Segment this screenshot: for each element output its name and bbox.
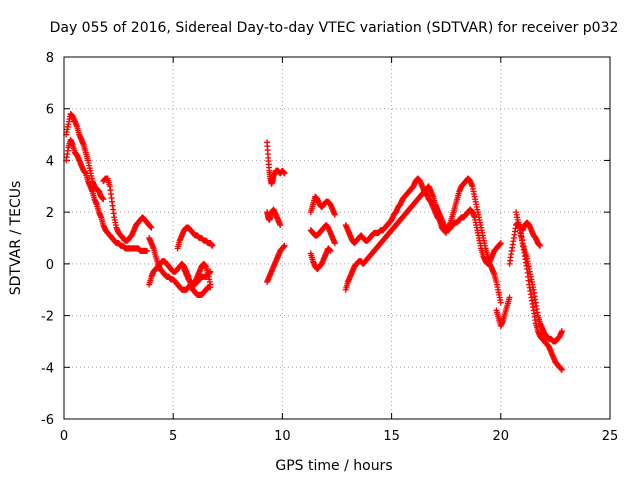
data-point bbox=[281, 242, 288, 249]
series-arc-g bbox=[181, 260, 214, 288]
series-arc-o bbox=[342, 188, 428, 293]
data-point bbox=[143, 247, 150, 254]
series-arc-j bbox=[264, 242, 288, 285]
x-tick-label: 0 bbox=[60, 429, 68, 444]
data-point bbox=[497, 299, 504, 306]
series-arc-q bbox=[432, 201, 504, 267]
y-tick-label: 6 bbox=[46, 103, 54, 118]
series-arc-l bbox=[307, 222, 338, 247]
y-tick-label: -2 bbox=[41, 310, 54, 325]
y-tick-label: 8 bbox=[46, 51, 54, 66]
y-axis-label: SDTVAR / TECUs bbox=[8, 181, 24, 296]
series-arc-c bbox=[100, 175, 155, 244]
x-tick-label: 25 bbox=[602, 429, 619, 444]
series-arc-r bbox=[493, 294, 513, 329]
series-arc-b bbox=[63, 136, 150, 254]
grid-lines bbox=[64, 57, 610, 419]
series-arc-i bbox=[264, 206, 284, 229]
axis-ticks: 0 5 10 15 20 25 -6 -4 -2 0 2 4 6 8 bbox=[41, 51, 618, 444]
data-point bbox=[558, 366, 565, 373]
y-tick-label: 2 bbox=[46, 206, 54, 221]
x-axis-label: GPS time / hours bbox=[275, 458, 392, 474]
series-arc-m bbox=[307, 245, 334, 273]
series-arc-f bbox=[174, 224, 216, 252]
data-point bbox=[537, 242, 544, 249]
x-tick-label: 10 bbox=[274, 429, 291, 444]
y-tick-label: 0 bbox=[46, 258, 54, 273]
x-tick-label: 5 bbox=[169, 429, 177, 444]
data-point bbox=[100, 196, 107, 203]
data-points bbox=[63, 110, 565, 373]
series-arc-k bbox=[307, 193, 338, 218]
data-point bbox=[209, 242, 216, 249]
chart-title: Day 055 of 2016, Sidereal Day-to-day VTE… bbox=[50, 20, 619, 36]
data-point bbox=[281, 170, 288, 177]
series-arc-u bbox=[519, 219, 544, 249]
x-tick-label: 20 bbox=[493, 429, 510, 444]
series-arc-p bbox=[421, 175, 504, 306]
series-arc-n bbox=[342, 175, 450, 247]
data-point bbox=[207, 281, 214, 288]
series-arc-h bbox=[264, 139, 288, 187]
data-point bbox=[331, 240, 338, 247]
y-tick-label: 4 bbox=[46, 154, 54, 169]
plot-frame bbox=[63, 56, 611, 420]
series-arc-t bbox=[513, 209, 565, 345]
data-point bbox=[558, 328, 565, 335]
y-tick-label: -4 bbox=[41, 361, 54, 376]
data-point bbox=[506, 294, 513, 301]
x-tick-label: 15 bbox=[383, 429, 400, 444]
data-point bbox=[497, 240, 504, 247]
y-tick-label: -6 bbox=[41, 413, 54, 428]
data-point bbox=[277, 222, 284, 229]
data-point bbox=[331, 211, 338, 218]
series-arc-e bbox=[146, 258, 214, 298]
data-point bbox=[148, 224, 155, 231]
data-point bbox=[327, 247, 334, 254]
